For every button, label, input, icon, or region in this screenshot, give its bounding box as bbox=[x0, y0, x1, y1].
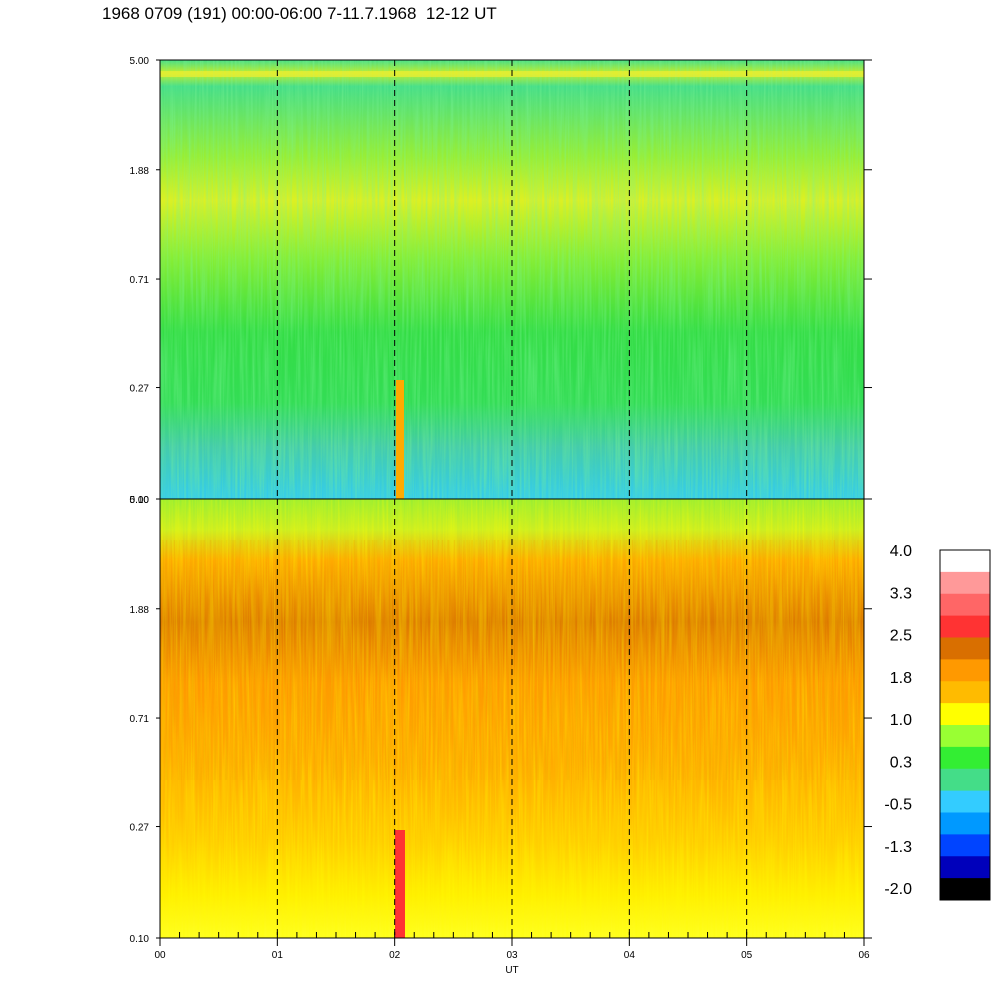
x-tick-label: 01 bbox=[272, 950, 284, 961]
y-tick-label: 5.00 bbox=[130, 56, 150, 67]
colorbar-swatch bbox=[940, 834, 990, 857]
upper-hour-lines bbox=[276, 60, 748, 499]
colorbar-label: 1.8 bbox=[890, 670, 912, 687]
chart-title: 1968 0709 (191) 00:00-06:00 7-11.7.1968 … bbox=[102, 4, 497, 23]
x-tick-label: 03 bbox=[506, 950, 518, 961]
x-tick-label: 05 bbox=[741, 950, 753, 961]
x-axis-label: UT bbox=[505, 965, 518, 976]
colorbar-label: 1.0 bbox=[890, 712, 912, 729]
colorbar bbox=[939, 549, 991, 901]
colorbar-label: -0.5 bbox=[884, 797, 912, 814]
y-tick-label: 0.10 bbox=[130, 934, 150, 945]
colorbar-swatch bbox=[940, 550, 990, 573]
upper-orange-streak bbox=[396, 380, 404, 499]
upper-y-axis: 5.00 1.88 0.71 0.27 0.10 bbox=[130, 56, 872, 506]
colorbar-label: 3.3 bbox=[890, 585, 912, 602]
colorbar-swatch bbox=[940, 681, 990, 704]
y-tick-label: 0.27 bbox=[130, 384, 150, 395]
colorbar-labels: 4.0 3.3 2.5 1.8 1.0 0.3 -0.5 -1.3 -2.0 bbox=[884, 543, 912, 898]
colorbar-swatch bbox=[940, 746, 990, 770]
x-tick-label: 04 bbox=[624, 950, 636, 961]
x-tick-label: 06 bbox=[858, 950, 870, 961]
colorbar-swatch bbox=[940, 571, 990, 595]
y-tick-label: 0.71 bbox=[130, 275, 150, 286]
colorbar-swatch bbox=[940, 703, 990, 726]
colorbar-label: 0.3 bbox=[890, 754, 912, 771]
x-tick-label: 00 bbox=[154, 950, 166, 961]
colorbar-label: 4.0 bbox=[890, 543, 912, 560]
y-tick-label: 1.88 bbox=[130, 166, 150, 177]
lower-y-axis: 5.00 1.88 0.71 0.27 0.10 bbox=[130, 495, 872, 945]
y-tick-label: 5.00 bbox=[130, 495, 150, 506]
lower-red-streak bbox=[395, 830, 405, 938]
colorbar-swatch bbox=[940, 878, 990, 901]
colorbar-swatch bbox=[940, 725, 990, 748]
colorbar-frame bbox=[939, 549, 991, 901]
colorbar-swatch bbox=[940, 812, 990, 835]
colorbar-swatch bbox=[940, 659, 990, 682]
colorbar-label: -2.0 bbox=[884, 881, 912, 898]
x-axis: 00 01 02 03 04 05 06 bbox=[154, 932, 870, 961]
colorbar-swatch bbox=[940, 615, 990, 638]
colorbar-swatch bbox=[940, 593, 990, 617]
colorbar-swatch bbox=[940, 637, 990, 660]
y-tick-label: 0.71 bbox=[130, 714, 150, 725]
colorbar-label: 2.5 bbox=[890, 628, 912, 645]
colorbar-swatch bbox=[940, 856, 990, 879]
colorbar-swatch bbox=[940, 790, 990, 813]
colorbar-label: -1.3 bbox=[884, 839, 912, 856]
lower-hour-lines bbox=[276, 499, 748, 938]
upper-panel: 5.00 1.88 0.71 0.27 0.10 bbox=[130, 56, 872, 506]
y-tick-label: 0.27 bbox=[130, 823, 150, 834]
lower-panel: 5.00 1.88 0.71 0.27 0.10 00 01 02 03 04 05 06 UT bbox=[130, 495, 872, 976]
y-tick-label: 0.10 bbox=[130, 495, 150, 506]
x-tick-label: 02 bbox=[389, 950, 401, 961]
colorbar-swatch bbox=[940, 768, 990, 792]
y-tick-label: 1.88 bbox=[130, 605, 150, 616]
